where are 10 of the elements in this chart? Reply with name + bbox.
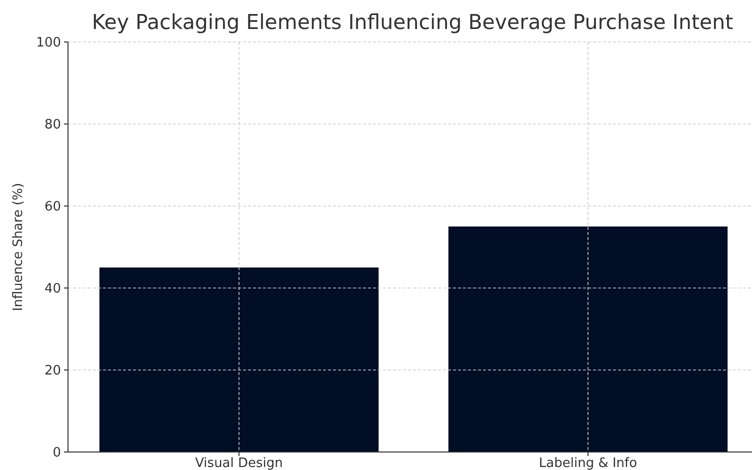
x-tick-label: Visual Design: [195, 456, 283, 470]
y-tick-label: 80: [44, 118, 61, 133]
y-tick-label: 40: [44, 282, 61, 297]
y-tick-label: 0: [52, 446, 61, 461]
y-tick-label: 60: [44, 200, 61, 215]
x-tick-label: Labeling & Info: [538, 456, 638, 470]
y-tick-label: 100: [36, 36, 61, 51]
y-axis-title: Influence Share (%): [11, 182, 26, 312]
chart-title: Key Packaging Elements Influencing Beverage Purchase Intent: [92, 10, 734, 34]
y-tick-label: 20: [44, 364, 61, 379]
